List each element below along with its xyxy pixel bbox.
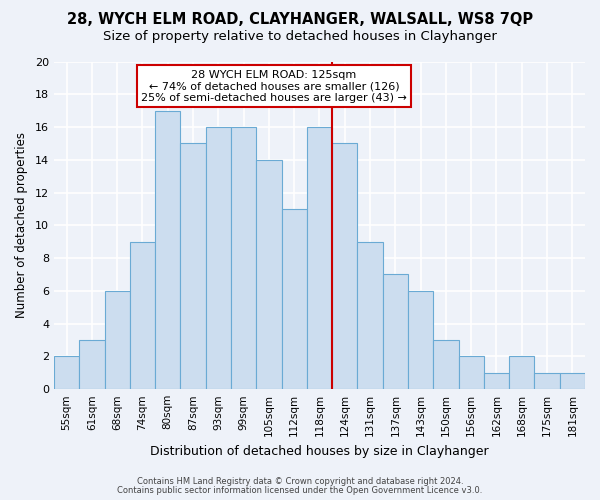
Bar [155,110,181,389]
Text: 28, WYCH ELM ROAD, CLAYHANGER, WALSALL, WS8 7QP: 28, WYCH ELM ROAD, CLAYHANGER, WALSALL, … [67,12,533,28]
Bar [181,144,206,389]
Bar [433,340,458,389]
Bar [281,209,307,389]
Y-axis label: Number of detached properties: Number of detached properties [15,132,28,318]
Bar [383,274,408,389]
Bar [484,373,509,389]
Bar [509,356,535,389]
Bar [535,373,560,389]
Bar [560,373,585,389]
Bar [231,127,256,389]
Text: Contains public sector information licensed under the Open Government Licence v3: Contains public sector information licen… [118,486,482,495]
Text: 28 WYCH ELM ROAD: 125sqm
← 74% of detached houses are smaller (126)
25% of semi-: 28 WYCH ELM ROAD: 125sqm ← 74% of detach… [141,70,407,103]
Text: Size of property relative to detached houses in Clayhanger: Size of property relative to detached ho… [103,30,497,43]
Bar [358,242,383,389]
Bar [54,356,79,389]
Bar [458,356,484,389]
Bar [79,340,104,389]
Bar [206,127,231,389]
X-axis label: Distribution of detached houses by size in Clayhanger: Distribution of detached houses by size … [150,444,489,458]
Bar [130,242,155,389]
Bar [408,291,433,389]
Bar [332,144,358,389]
Bar [256,160,281,389]
Bar [307,127,332,389]
Bar [104,291,130,389]
Text: Contains HM Land Registry data © Crown copyright and database right 2024.: Contains HM Land Registry data © Crown c… [137,477,463,486]
